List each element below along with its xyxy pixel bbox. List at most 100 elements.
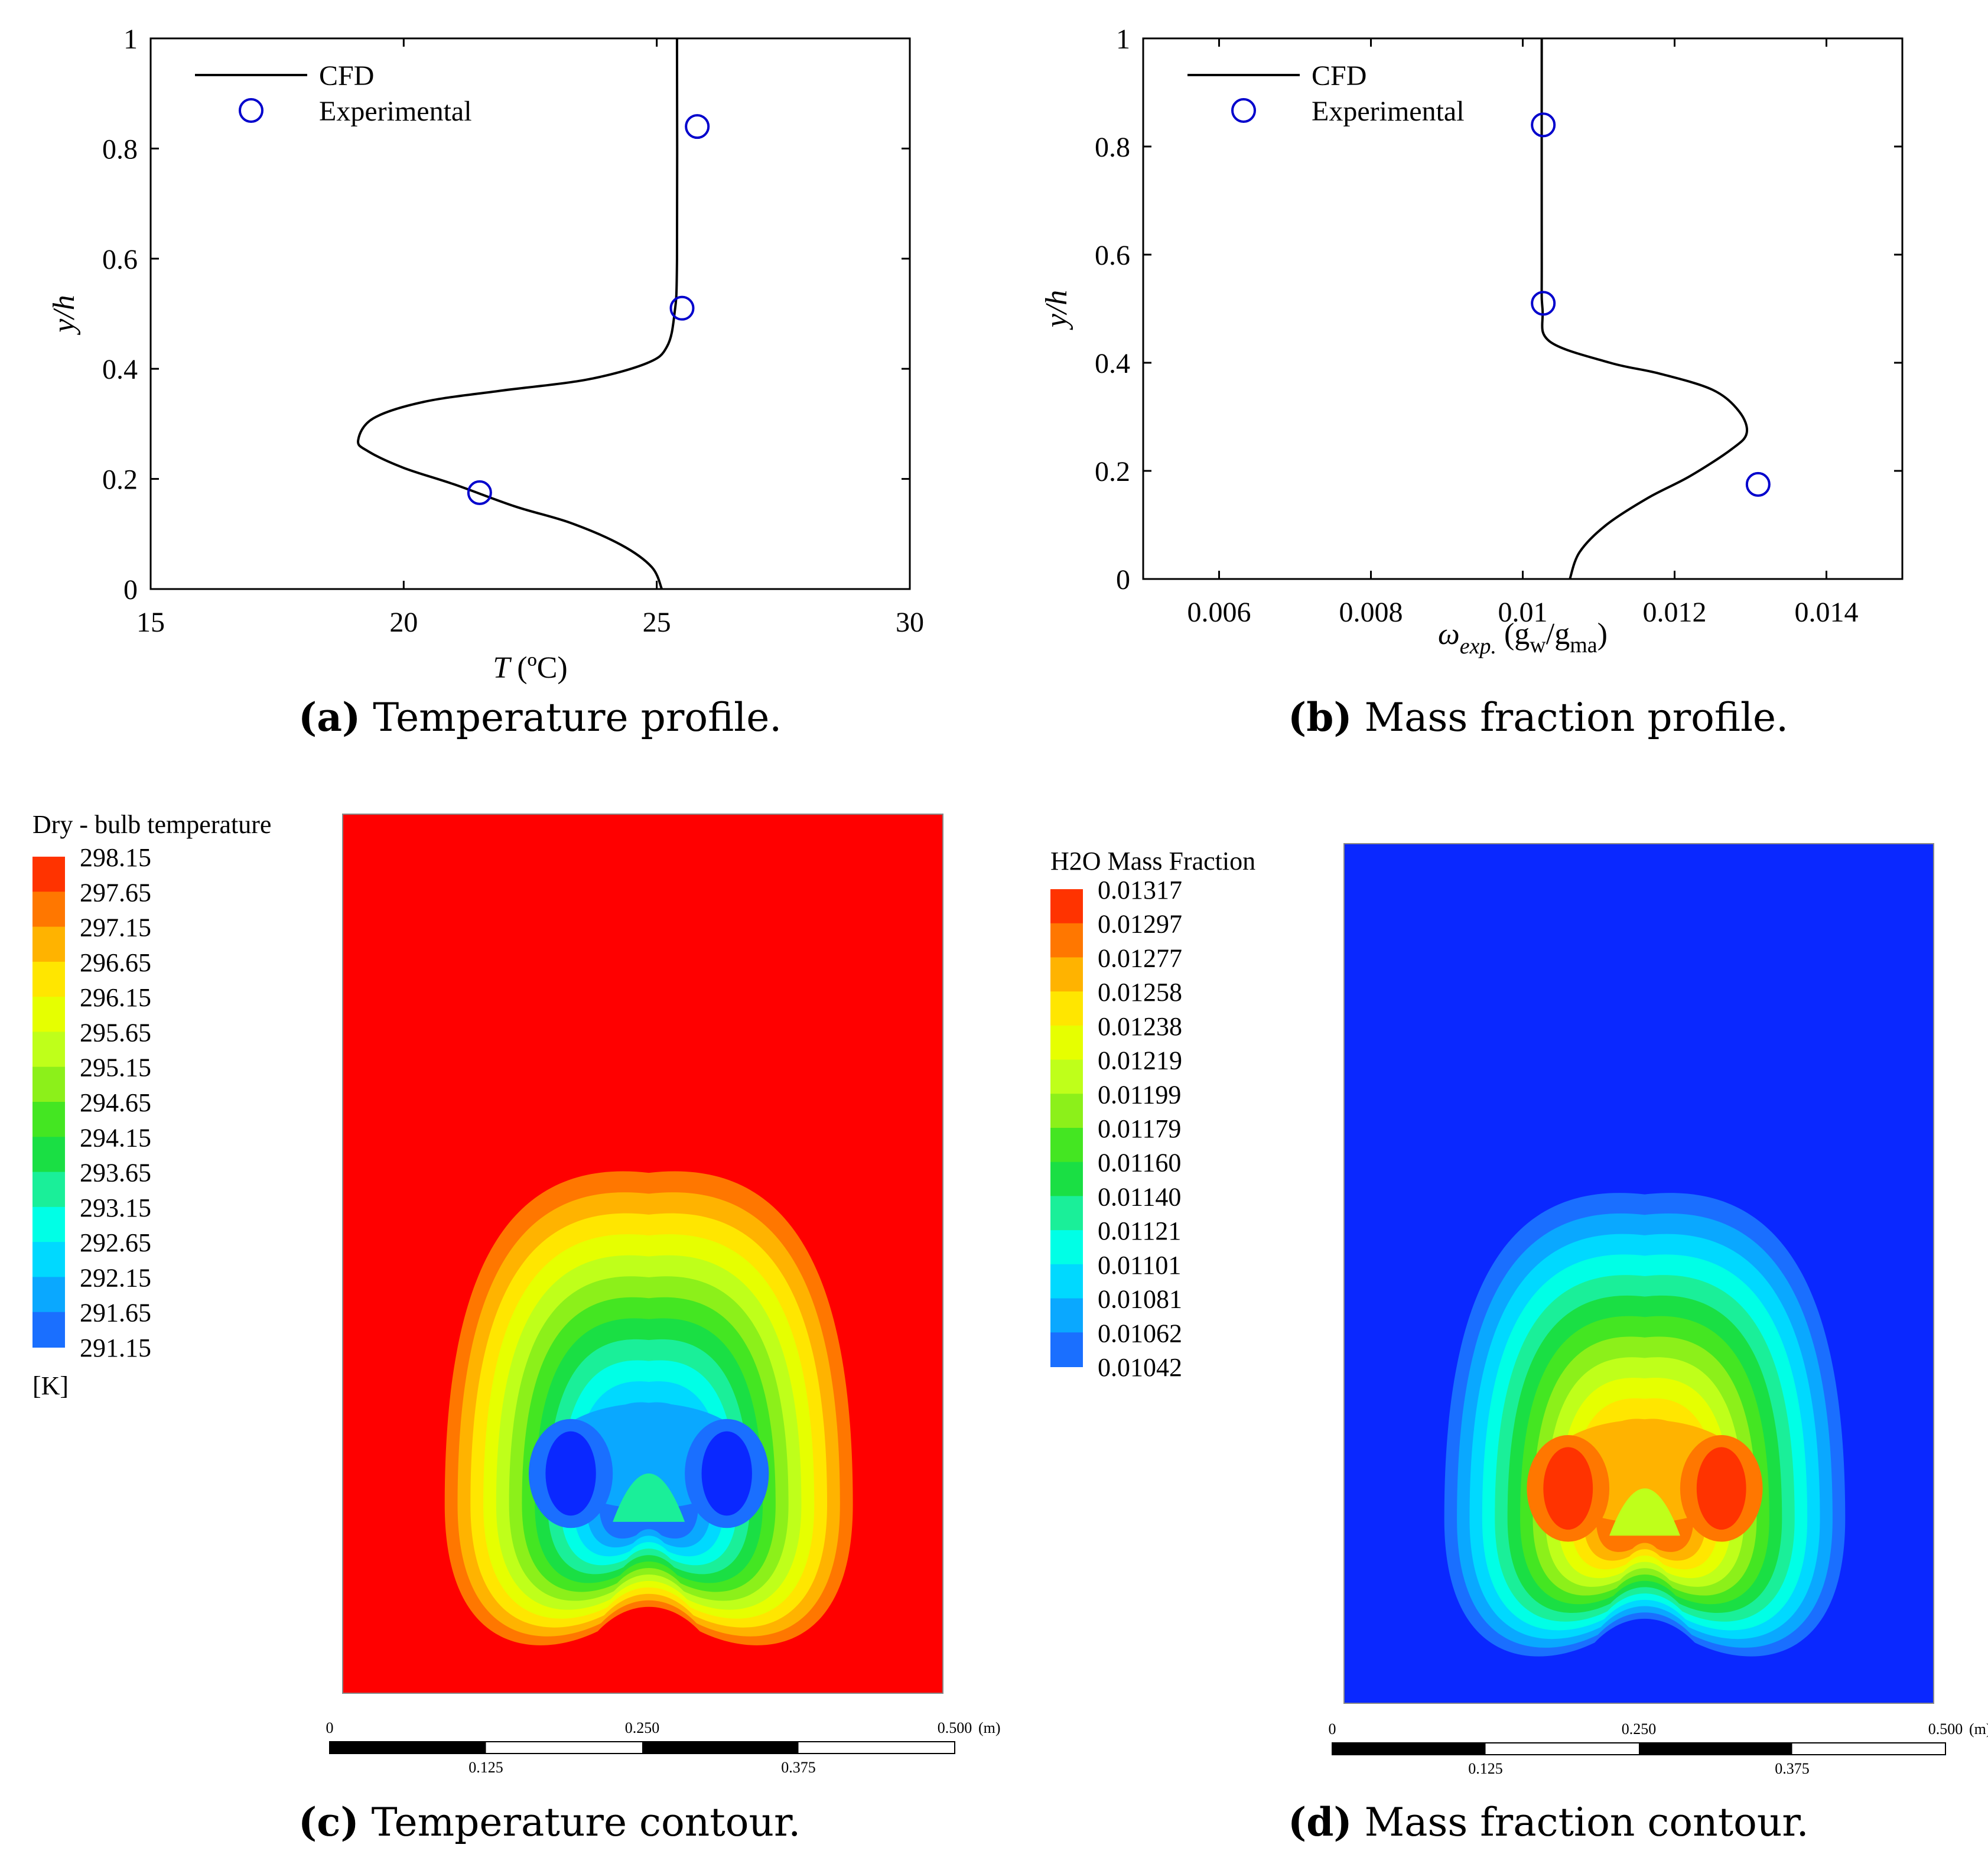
contour-d-colorbar-segment (1050, 1128, 1083, 1163)
chart-a-experimental-point (685, 114, 710, 139)
chart-a-experimental-point (669, 295, 695, 321)
contour-d-scale-label-mid: 0.250 (1622, 1720, 1657, 1738)
chart-b-cfd-line (1540, 38, 1749, 580)
contour-c-colorbar-segment (32, 1066, 65, 1102)
mass-fraction-profile-chart: 0 0.2 0.4 0.6 0.8 1 0.006 0.008 0.01 0.012 0.014 y/… (1040, 24, 1904, 659)
chart-b-xlabel-symbol: ω (1438, 617, 1460, 651)
chart-a-xtick-label: 30 (896, 607, 924, 638)
chart-b-xtick-label: 0.014 (1795, 597, 1859, 628)
caption-d: (d) Mass fraction contour. (1288, 1799, 1809, 1845)
chart-b-experimental-point (1745, 471, 1771, 497)
contour-c-colorbar-segment (32, 1242, 65, 1278)
contour-c-colorbar-label: 297.15 (80, 913, 151, 942)
contour-d-colorbar-label: 0.01258 (1098, 978, 1182, 1007)
contour-c-unit-label: [K] (32, 1371, 69, 1400)
caption-c-letter: (c) (298, 1799, 359, 1845)
contour-d-colorbar-segment (1050, 1332, 1083, 1367)
contour-d-colorbar-label: 0.01121 (1098, 1216, 1181, 1245)
contour-c-colorbar-label: 291.15 (80, 1333, 151, 1362)
temperature-contour: Dry - bulb temperature 298.15 297.65 297.15… (32, 810, 1001, 1776)
chart-b-xtick-label: 0.01 (1498, 597, 1548, 628)
contour-d-colorbar-label: 0.01160 (1098, 1149, 1181, 1177)
caption-a-letter: (a) (298, 694, 361, 740)
contour-d-colorbar-label: 0.01101 (1098, 1251, 1181, 1280)
contour-c-colorbar-segment (32, 961, 65, 998)
contour-c-colorbar-label: 294.65 (80, 1088, 151, 1117)
contour-c-scale-label-q3: 0.375 (781, 1759, 816, 1776)
chart-b-xlabel: ωexp. (gw/gma) (1438, 617, 1608, 659)
contour-c-legend-title: Dry - bulb temperature (32, 810, 271, 839)
contour-c-colorbar-segment (32, 1312, 65, 1348)
chart-a-legend-experimental-label: Experimental (319, 96, 472, 127)
contour-c-colorbar-segment (32, 997, 65, 1033)
chart-b-ytick-label: 0.4 (1095, 348, 1130, 379)
chart-a-legend-cfd-label: CFD (319, 60, 374, 92)
contour-c-colorbar-label: 295.65 (80, 1018, 151, 1047)
contour-c-right-lobe-core (701, 1431, 752, 1516)
contour-d-left-lobe-core (1543, 1447, 1593, 1530)
contour-d-scale-bar-segment (1332, 1743, 1486, 1755)
contour-c-scale-label-start: 0 (326, 1719, 334, 1736)
contour-c-colorbar-label: 292.65 (80, 1228, 151, 1257)
contour-c-colorbar-label: 293.65 (80, 1159, 151, 1188)
contour-c-colorbar-label: 296.15 (80, 983, 151, 1012)
caption-a-text: Temperature profile. (373, 695, 782, 740)
chart-a-ytick-label: 0.8 (102, 134, 138, 165)
contour-d-colorbar-label: 0.01081 (1098, 1285, 1182, 1314)
contour-c-colorbar-segment (32, 1032, 65, 1068)
chart-a-ytick-label: 0.6 (102, 244, 138, 275)
contour-c-scale-label-mid: 0.250 (625, 1719, 660, 1736)
caption-d-text: Mass fraction contour. (1364, 1800, 1809, 1845)
caption-d-letter: (d) (1288, 1799, 1352, 1845)
chart-a-plot-frame (149, 37, 911, 590)
contour-c-colorbar-label: 298.15 (80, 843, 151, 872)
caption-b-letter: (b) (1288, 694, 1352, 740)
chart-b-xlabel-sub: exp. (1460, 634, 1496, 659)
contour-d-colorbar-segment (1050, 1059, 1083, 1095)
contour-d-colorbar-segment (1050, 1196, 1083, 1231)
contour-c-center-wedge (613, 1473, 685, 1522)
contour-d-scale-label-unit: (m) (1969, 1720, 1988, 1738)
chart-b-legend-marker-swatch (1231, 98, 1256, 123)
contour-c-colorbar-segment (32, 926, 65, 962)
contour-d-colorbar-segment (1050, 957, 1083, 993)
contour-d-scale-label-end: 0.500 (1928, 1720, 1963, 1738)
chart-b-xlabel-unit-mid: /g (1546, 617, 1570, 651)
contour-c-scale-label-end: 0.500 (938, 1719, 972, 1736)
contour-d-center-wedge (1609, 1488, 1680, 1536)
chart-a-xtick-label: 25 (643, 607, 671, 638)
contour-c-colorbar-label: 293.15 (80, 1193, 151, 1222)
contour-d-colorbar-segment (1050, 1230, 1083, 1265)
contour-d-scale-label-start: 0 (1329, 1720, 1336, 1738)
caption-b: (b) Mass fraction profile. (1288, 694, 1788, 740)
chart-b-plot-frame (1142, 37, 1904, 580)
contour-d-colorbar-label: 0.01277 (1098, 944, 1182, 972)
chart-b-xtick-label: 0.006 (1187, 597, 1251, 628)
chart-a-xlabel-symbol: T (493, 651, 517, 685)
contour-c-colorbar-segment (32, 1277, 65, 1313)
caption-c: (c) Temperature contour. (298, 1799, 801, 1845)
contour-d-colorbar-label: 0.01042 (1098, 1353, 1182, 1382)
contour-d-colorbar-segment (1050, 1264, 1083, 1299)
contour-d-colorbar-label: 0.01199 (1098, 1080, 1181, 1109)
chart-b-legend-experimental-label: Experimental (1312, 96, 1465, 127)
contour-c-colorbar-segment (32, 1102, 65, 1138)
contour-c-left-lobe-core (545, 1431, 596, 1516)
contour-d-colorbar-segment (1050, 991, 1083, 1026)
contour-d-colorbar-segment (1050, 923, 1083, 958)
contour-d-colorbar-label: 0.01238 (1098, 1012, 1182, 1041)
temperature-profile-chart: 0 0.2 0.4 0.6 0.8 1 15 20 25 30 y/h T (ºC) CFD Experi… (47, 24, 924, 685)
contour-c-colorbar-segment (32, 857, 65, 893)
chart-a-experimental-point (467, 480, 492, 505)
contour-d-colorbar-segment (1050, 1162, 1083, 1197)
contour-d-colorbar-segment (1050, 1025, 1083, 1061)
chart-b-ytick-label: 0.2 (1095, 456, 1130, 487)
contour-d-colorbar-label: 0.01317 (1098, 876, 1182, 905)
chart-a-ytick-label: 0.4 (102, 354, 138, 385)
chart-b-xtick-label: 0.008 (1339, 597, 1403, 628)
contour-c-colorbar-label: 296.65 (80, 948, 151, 977)
contour-d-legend-title: H2O Mass Fraction (1050, 847, 1255, 876)
contour-d-colorbar-segment (1050, 889, 1083, 924)
